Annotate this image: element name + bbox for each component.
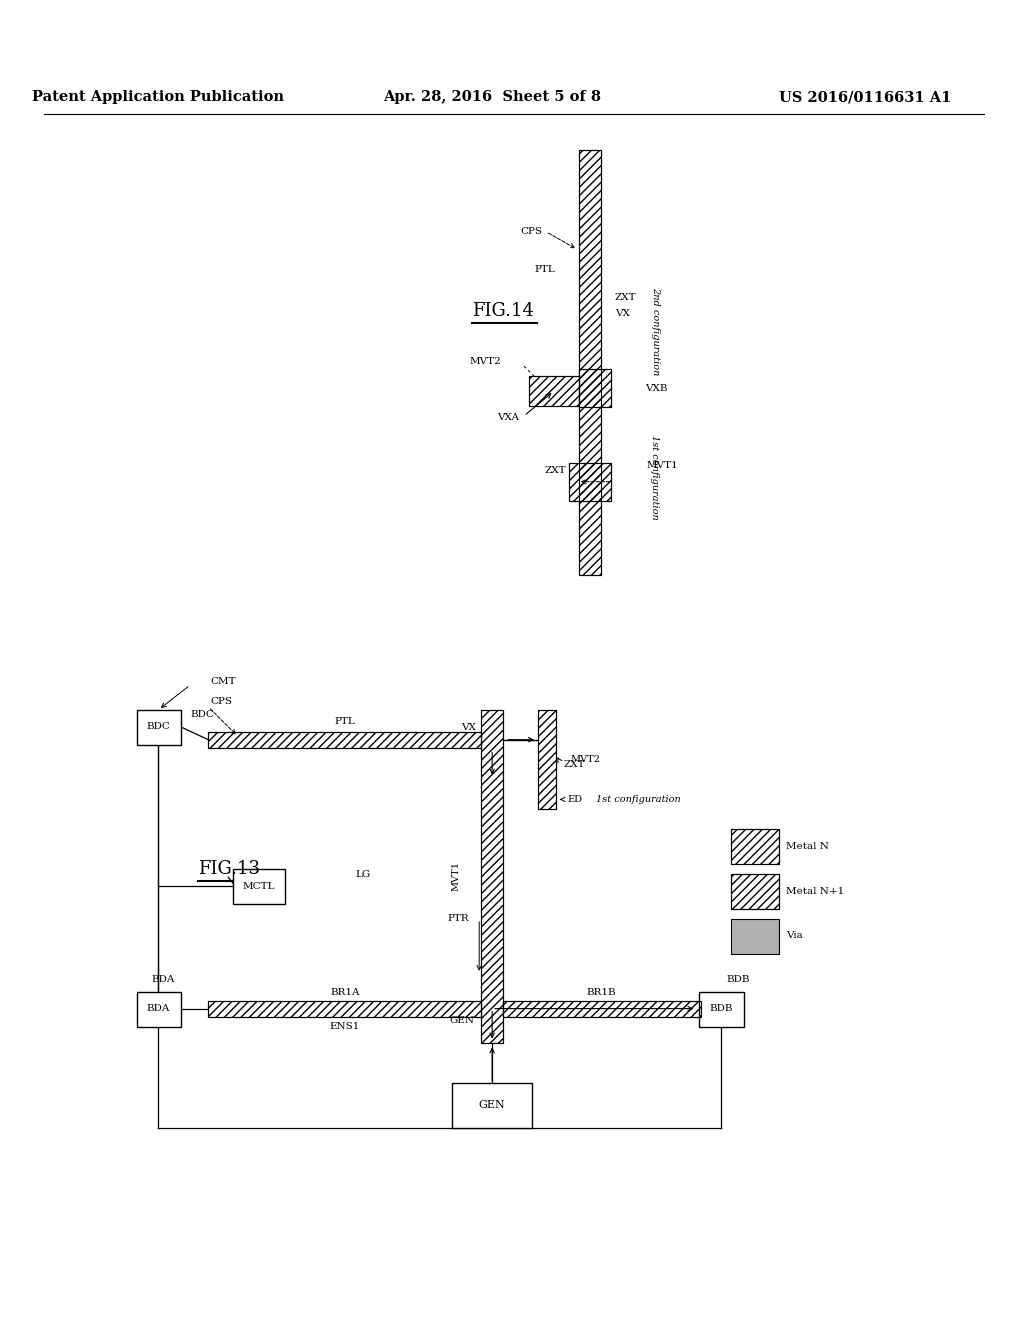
Text: ENS1: ENS1	[330, 1022, 359, 1031]
Bar	[503, 1001, 701, 1016]
Bar	[699, 991, 744, 1027]
Text: Patent Application Publication: Patent Application Publication	[33, 90, 285, 104]
Text: BDC: BDC	[146, 722, 170, 731]
Text: VXA: VXA	[497, 413, 519, 422]
Text: PTR: PTR	[447, 915, 469, 924]
Text: BR1A: BR1A	[330, 989, 359, 997]
Bar	[208, 731, 481, 747]
Text: FIG.14: FIG.14	[472, 302, 535, 321]
Text: Via: Via	[786, 932, 803, 940]
Bar	[529, 376, 579, 407]
Text: VX: VX	[462, 723, 476, 733]
Bar	[208, 1001, 481, 1016]
Text: CPS: CPS	[210, 697, 232, 706]
Bar	[208, 1001, 481, 1016]
Text: 1st configuration: 1st configuration	[650, 436, 659, 520]
Bar	[208, 731, 481, 747]
Text: ED: ED	[568, 795, 583, 804]
Bar	[453, 1084, 532, 1129]
Text: LG: LG	[355, 870, 371, 879]
Bar	[579, 150, 601, 576]
Text: CMT: CMT	[210, 677, 236, 686]
Bar	[731, 829, 779, 865]
Bar	[579, 370, 610, 407]
Text: 1st configuration: 1st configuration	[596, 795, 681, 804]
Bar	[481, 710, 503, 1044]
Text: BDB: BDB	[710, 1005, 733, 1014]
Bar	[136, 991, 181, 1027]
Text: Apr. 28, 2016  Sheet 5 of 8: Apr. 28, 2016 Sheet 5 of 8	[383, 90, 601, 104]
Bar	[731, 829, 779, 865]
Bar	[731, 874, 779, 909]
Text: BDA: BDA	[146, 1005, 170, 1014]
Bar	[481, 710, 503, 1044]
Text: MVT1: MVT1	[452, 861, 461, 891]
Bar	[731, 874, 779, 909]
Bar	[538, 710, 556, 809]
Bar	[731, 919, 779, 954]
Text: ZXT: ZXT	[614, 293, 636, 302]
Text: BDA: BDA	[152, 975, 175, 985]
Bar	[579, 370, 610, 407]
Bar	[538, 710, 556, 809]
Bar	[503, 1001, 701, 1016]
Bar	[529, 376, 579, 407]
Text: PTL: PTL	[535, 265, 555, 275]
Bar	[568, 463, 610, 500]
Text: BR1B: BR1B	[587, 989, 616, 997]
Text: MVT1: MVT1	[646, 461, 678, 470]
Text: GEN: GEN	[479, 1100, 506, 1110]
Text: Metal N+1: Metal N+1	[786, 887, 844, 895]
Text: PTL: PTL	[335, 717, 355, 726]
Bar	[568, 463, 610, 500]
Bar	[579, 150, 601, 576]
Text: MCTL: MCTL	[243, 882, 275, 891]
Text: VXB: VXB	[645, 384, 668, 392]
Text: BDC: BDC	[190, 710, 214, 719]
Text: BDB: BDB	[726, 975, 750, 985]
Bar	[136, 710, 181, 744]
Text: FIG.13: FIG.13	[199, 861, 260, 878]
Text: MVT2: MVT2	[469, 356, 501, 366]
Text: US 2016/0116631 A1: US 2016/0116631 A1	[779, 90, 952, 104]
Text: GEN: GEN	[450, 1016, 474, 1026]
Text: 2nd configuration: 2nd configuration	[651, 288, 660, 375]
Bar	[233, 869, 285, 904]
Text: Metal N: Metal N	[786, 842, 828, 851]
Text: VX: VX	[614, 309, 630, 318]
Text: ZXT: ZXT	[564, 760, 586, 770]
Text: CPS: CPS	[520, 227, 542, 236]
Text: MVT2: MVT2	[570, 755, 601, 764]
Text: ZXT: ZXT	[544, 466, 566, 475]
